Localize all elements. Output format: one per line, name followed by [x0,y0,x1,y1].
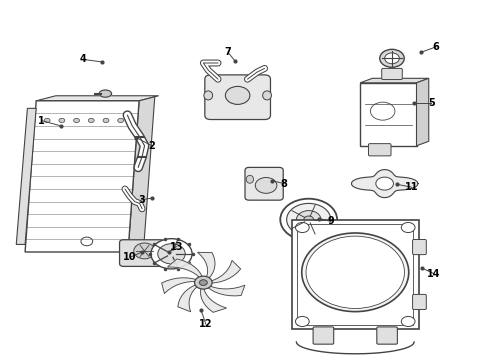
Circle shape [280,199,337,240]
FancyBboxPatch shape [382,68,402,80]
Text: 3: 3 [139,195,146,205]
Text: 8: 8 [281,179,288,189]
Text: 10: 10 [123,252,137,262]
Polygon shape [36,96,159,101]
Polygon shape [207,285,245,296]
Text: 13: 13 [170,242,183,252]
Circle shape [385,53,399,64]
Circle shape [59,118,65,123]
Circle shape [158,244,185,264]
Circle shape [304,216,314,223]
Polygon shape [197,252,215,279]
FancyBboxPatch shape [413,239,426,255]
Circle shape [118,118,123,123]
Polygon shape [25,101,139,252]
Text: 7: 7 [224,47,231,57]
FancyBboxPatch shape [245,167,283,200]
Circle shape [255,177,277,193]
Circle shape [225,86,250,104]
Text: 4: 4 [80,54,87,64]
FancyBboxPatch shape [313,327,334,344]
Polygon shape [168,259,202,278]
Polygon shape [351,170,418,198]
Polygon shape [210,260,241,283]
Circle shape [195,276,212,289]
Text: 11: 11 [405,182,418,192]
Polygon shape [178,284,198,312]
Circle shape [376,177,393,190]
Text: 6: 6 [433,42,440,52]
Ellipse shape [246,175,254,183]
Bar [292,220,419,329]
Polygon shape [128,97,155,252]
Ellipse shape [204,91,213,100]
Circle shape [296,211,321,229]
Text: 12: 12 [199,319,213,329]
Circle shape [29,118,35,123]
Circle shape [302,233,409,312]
Circle shape [74,118,79,123]
FancyBboxPatch shape [377,327,397,344]
Ellipse shape [263,91,271,100]
Circle shape [401,316,415,327]
Text: 14: 14 [427,269,441,279]
Polygon shape [416,78,429,146]
Circle shape [88,118,94,123]
Polygon shape [200,288,226,312]
Circle shape [199,280,207,285]
Text: 9: 9 [327,216,334,226]
Text: 2: 2 [148,141,155,151]
Circle shape [295,222,309,233]
FancyBboxPatch shape [413,294,426,310]
FancyBboxPatch shape [205,75,270,120]
Circle shape [287,203,331,236]
Polygon shape [99,90,112,97]
Circle shape [295,316,309,327]
Circle shape [134,243,155,259]
Polygon shape [360,78,429,83]
FancyBboxPatch shape [120,240,164,266]
Circle shape [151,239,192,269]
Circle shape [401,222,415,233]
Circle shape [380,49,404,67]
Circle shape [103,118,109,123]
Bar [360,83,416,146]
Circle shape [44,118,50,123]
FancyBboxPatch shape [368,144,391,156]
Text: 5: 5 [428,98,435,108]
Text: 1: 1 [38,116,45,126]
Polygon shape [162,278,197,293]
Bar [297,224,413,325]
Circle shape [306,236,404,309]
Polygon shape [16,108,36,244]
